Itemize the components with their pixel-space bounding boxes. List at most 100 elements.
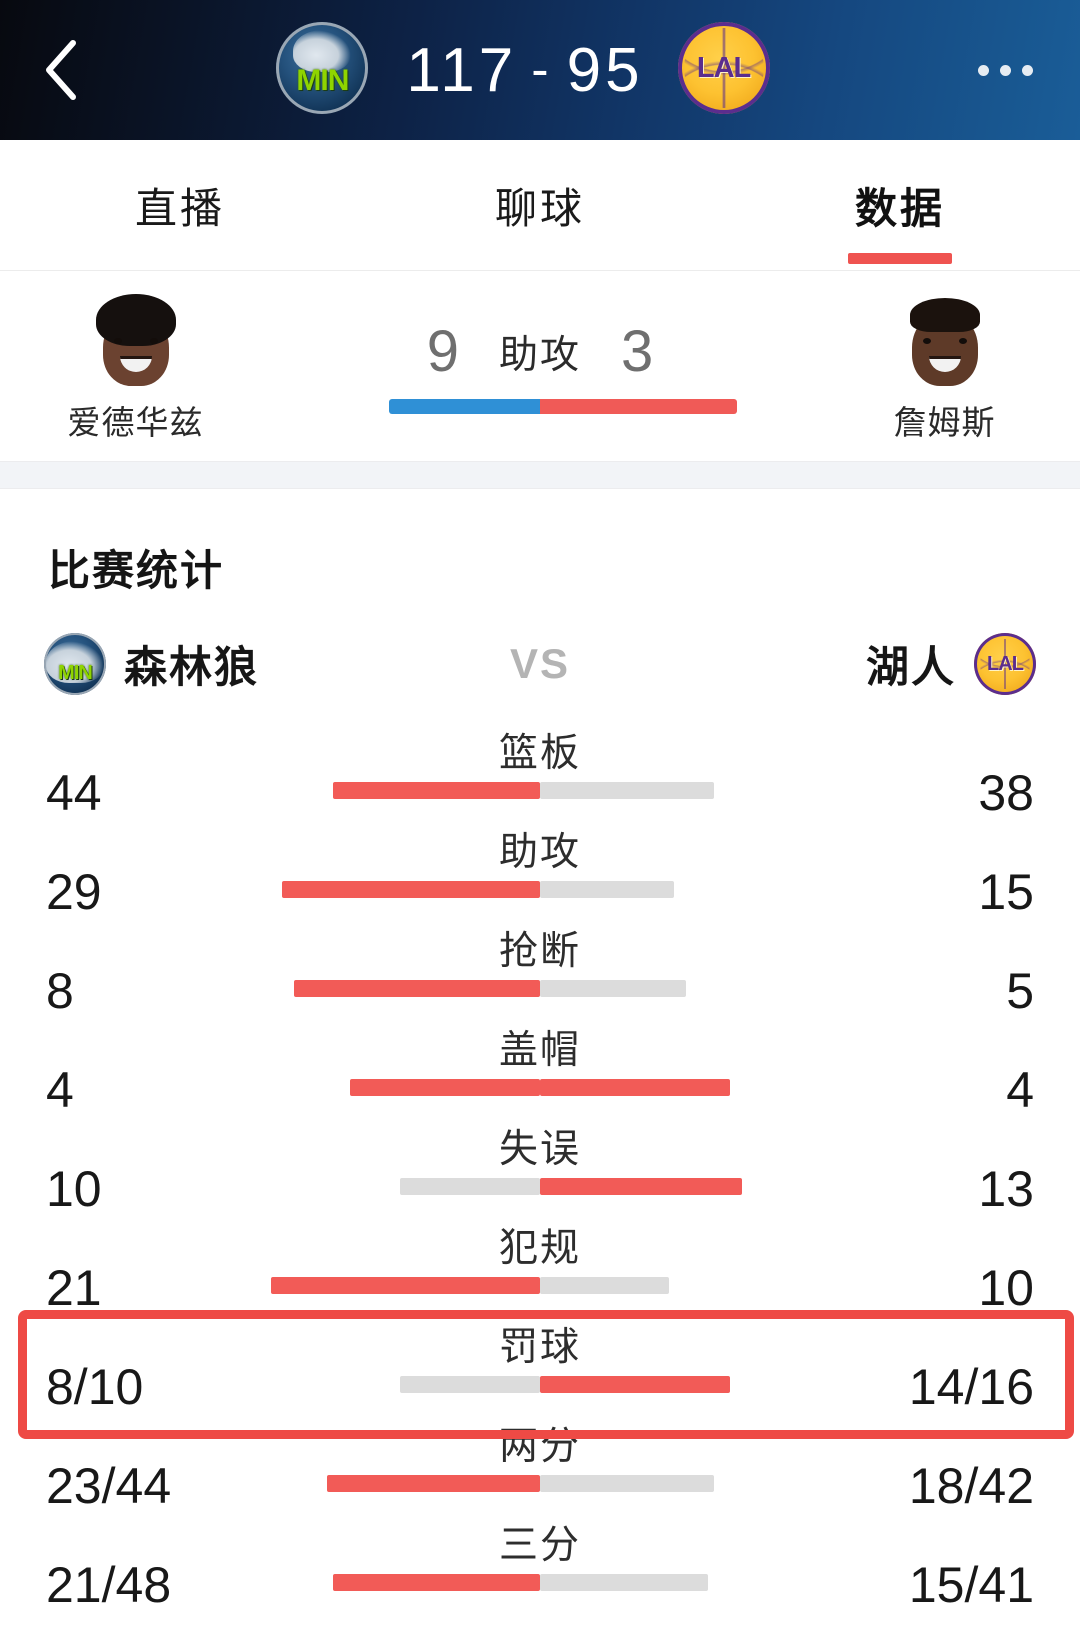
stat-bar-home bbox=[282, 881, 540, 898]
min-logo-icon: MIN bbox=[44, 633, 106, 695]
stat-bar-away bbox=[540, 1178, 742, 1195]
stat-label: 三分 bbox=[498, 1523, 581, 1568]
player-right[interactable]: 詹姆斯 bbox=[837, 288, 1052, 444]
stat-bar-away bbox=[540, 1277, 669, 1294]
stat-bar bbox=[260, 1277, 820, 1294]
stat-label: 犯规 bbox=[498, 1226, 581, 1271]
tab-live[interactable]: 直播 bbox=[0, 140, 360, 270]
stat-value-away: 5 bbox=[1006, 963, 1034, 1019]
stat-row: 助攻 29 15 bbox=[0, 819, 1080, 920]
tab-bar: 直播 聊球 数据 bbox=[0, 140, 1080, 271]
match-statistics-panel: 比赛统计 MIN 森林狼 VS 湖人 LAL 篮板 44 38 助攻 29 15 抢断 8 5 盖… bbox=[0, 489, 1080, 1613]
lal-logo-icon: LAL bbox=[974, 633, 1036, 695]
stat-value-home: 21 bbox=[46, 1260, 102, 1316]
stats-team-header: MIN 森林狼 VS 湖人 LAL bbox=[0, 608, 1080, 720]
stat-bar-away bbox=[540, 881, 675, 898]
stat-row: 三分 21/48 15/41 bbox=[0, 1512, 1080, 1613]
stat-bar bbox=[260, 1475, 820, 1492]
stat-bar-home bbox=[332, 782, 540, 799]
vs-label: VS bbox=[509, 640, 571, 687]
tab-chat-label: 聊球 bbox=[494, 183, 585, 233]
chevron-left-icon bbox=[46, 40, 76, 100]
stat-bar-away bbox=[540, 1376, 731, 1393]
lal-abbr: LAL bbox=[696, 51, 751, 84]
stat-bar-home bbox=[271, 1277, 540, 1294]
stat-bar-away bbox=[540, 1574, 708, 1591]
stat-bar-away bbox=[540, 1475, 714, 1492]
stat-value-home: 4 bbox=[46, 1062, 74, 1118]
stat-value-home: 21/48 bbox=[46, 1557, 172, 1613]
stat-row: 罚球 8/10 14/16 bbox=[0, 1314, 1080, 1415]
stat-bar-away bbox=[540, 782, 714, 799]
min-abbr: MIN bbox=[296, 64, 349, 97]
stat-value-away: 13 bbox=[978, 1161, 1034, 1217]
stat-value-away: 38 bbox=[978, 765, 1034, 821]
more-dot bbox=[1021, 64, 1033, 76]
tab-data-label: 数据 bbox=[854, 183, 945, 233]
stat-label: 助攻 bbox=[498, 830, 581, 875]
lal-abbr: LAL bbox=[987, 652, 1024, 675]
min-logo-icon: MIN bbox=[276, 22, 372, 118]
stat-bar-home bbox=[400, 1376, 540, 1393]
stat-value-away: 14/16 bbox=[908, 1359, 1034, 1415]
stat-value-away: 18/42 bbox=[908, 1458, 1034, 1514]
stat-bar bbox=[260, 782, 820, 799]
score-display: 117-95 bbox=[406, 35, 643, 106]
min-abbr: MIN bbox=[58, 662, 93, 684]
stat-label: 盖帽 bbox=[498, 1028, 581, 1073]
stat-bar-home bbox=[327, 1475, 540, 1492]
stat-row: 失误 10 13 bbox=[0, 1116, 1080, 1217]
stat-row: 抢断 8 5 bbox=[0, 918, 1080, 1019]
tab-chat[interactable]: 聊球 bbox=[360, 140, 720, 270]
stat-value-home: 29 bbox=[46, 864, 102, 920]
stat-bar bbox=[260, 1079, 820, 1096]
player-comparison[interactable]: 爱德华兹 9 助攻 3 詹姆斯 bbox=[0, 271, 1080, 461]
more-dot bbox=[999, 64, 1011, 76]
stat-value-home: 10 bbox=[46, 1161, 102, 1217]
page-title: 比赛统计 bbox=[48, 546, 225, 595]
stat-value-home: 44 bbox=[46, 765, 102, 821]
stat-bar-home bbox=[332, 1574, 540, 1591]
avatar bbox=[87, 288, 185, 386]
player-left-value: 9 bbox=[426, 319, 459, 384]
more-options-button[interactable] bbox=[930, 0, 1080, 140]
away-team: 湖人 LAL bbox=[646, 633, 1036, 695]
stat-row: 犯规 21 10 bbox=[0, 1215, 1080, 1316]
player-right-value: 3 bbox=[621, 319, 654, 384]
player-left-name: 爱德华兹 bbox=[67, 403, 204, 442]
stat-bar bbox=[260, 980, 820, 997]
stat-label: 失误 bbox=[498, 1127, 581, 1172]
tab-live-label: 直播 bbox=[134, 183, 225, 233]
stat-label: 罚球 bbox=[498, 1325, 581, 1370]
tab-active-indicator bbox=[848, 253, 952, 264]
tab-data[interactable]: 数据 bbox=[720, 140, 1080, 270]
stat-label: 篮板 bbox=[498, 731, 581, 776]
stat-value-away: 15/41 bbox=[908, 1557, 1034, 1613]
home-score: 117 bbox=[406, 35, 518, 105]
stat-value-home: 23/44 bbox=[46, 1458, 172, 1514]
stat-bar-away bbox=[540, 1079, 731, 1096]
player-left[interactable]: 爱德华兹 bbox=[28, 288, 243, 444]
home-team: MIN 森林狼 bbox=[44, 633, 434, 695]
avatar bbox=[896, 288, 994, 386]
stat-row: 盖帽 4 4 bbox=[0, 1017, 1080, 1118]
stat-bar-home bbox=[293, 980, 540, 997]
comparison-metric-label: 助攻 bbox=[498, 332, 581, 378]
stat-bar bbox=[260, 1574, 820, 1591]
stat-label: 抢断 bbox=[498, 929, 581, 974]
back-button[interactable] bbox=[0, 0, 120, 140]
comparison-bar bbox=[288, 399, 793, 414]
top-navigation-bar: MIN 117-95 LAL bbox=[0, 0, 1080, 140]
away-team-name: 湖人 bbox=[866, 643, 956, 693]
away-score: 95 bbox=[566, 35, 644, 105]
stat-row: 篮板 44 38 bbox=[0, 720, 1080, 821]
stat-bar bbox=[260, 881, 820, 898]
comparison-metric: 9 助攻 3 bbox=[243, 318, 837, 414]
more-dot bbox=[977, 64, 989, 76]
stat-bar bbox=[260, 1376, 820, 1393]
stat-value-away: 10 bbox=[978, 1260, 1034, 1316]
stat-value-home: 8/10 bbox=[46, 1359, 144, 1415]
scoreboard: MIN 117-95 LAL bbox=[120, 22, 930, 118]
stat-bar-away bbox=[540, 980, 686, 997]
